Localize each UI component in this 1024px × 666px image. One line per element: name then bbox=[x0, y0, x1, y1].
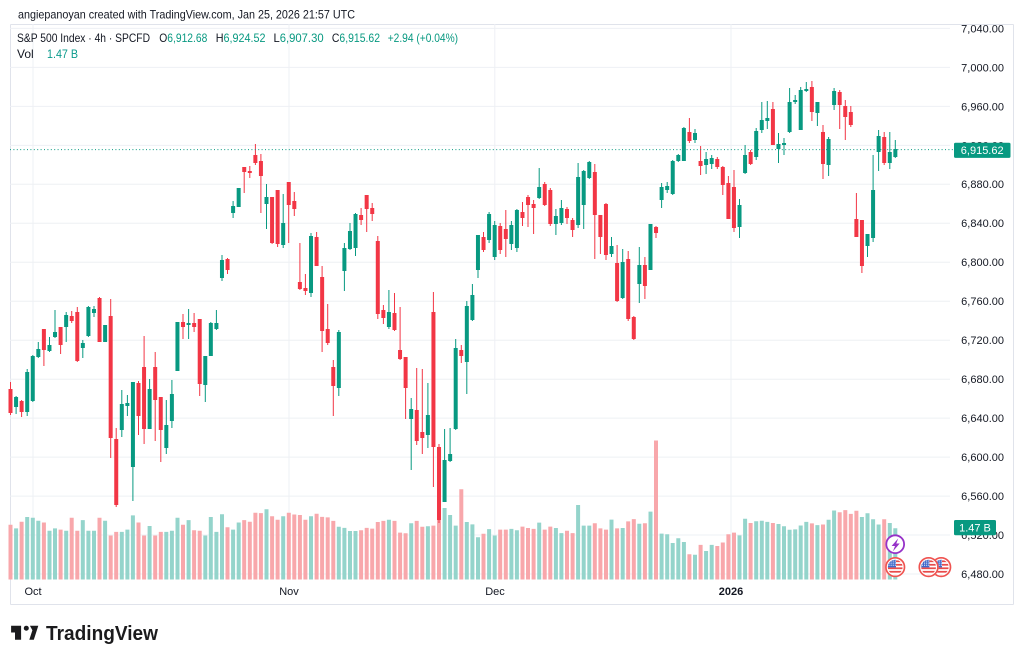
svg-text:TradingView: TradingView bbox=[46, 623, 158, 645]
svg-text:6,600.00: 6,600.00 bbox=[961, 452, 1004, 464]
svg-text:6,680.00: 6,680.00 bbox=[961, 374, 1004, 386]
svg-text:1.47 B: 1.47 B bbox=[959, 523, 991, 535]
svg-text:2026: 2026 bbox=[719, 586, 743, 598]
svg-text:H6,924.52: H6,924.52 bbox=[216, 31, 266, 45]
svg-text:6,760.00: 6,760.00 bbox=[961, 296, 1004, 308]
svg-text:+2.94 (+0.04%): +2.94 (+0.04%) bbox=[388, 31, 458, 45]
svg-text:6,800.00: 6,800.00 bbox=[961, 257, 1004, 269]
svg-text:L6,907.30: L6,907.30 bbox=[274, 31, 324, 45]
svg-text:Nov: Nov bbox=[279, 586, 299, 598]
svg-text:Dec: Dec bbox=[485, 586, 505, 598]
svg-text:6,840.00: 6,840.00 bbox=[961, 218, 1004, 230]
svg-text:6,960.00: 6,960.00 bbox=[961, 101, 1004, 113]
svg-text:Oct: Oct bbox=[24, 586, 41, 598]
svg-text:C6,915.62: C6,915.62 bbox=[332, 31, 380, 45]
svg-text:Vol: Vol bbox=[17, 47, 34, 61]
svg-text:S&P 500 Index · 4h · SPCFD: S&P 500 Index · 4h · SPCFD bbox=[17, 31, 150, 45]
svg-text:6,915.62: 6,915.62 bbox=[961, 145, 1004, 157]
svg-text:7,040.00: 7,040.00 bbox=[961, 23, 1004, 35]
svg-text:1.47 B: 1.47 B bbox=[47, 47, 78, 61]
svg-text:6,560.00: 6,560.00 bbox=[961, 491, 1004, 503]
svg-text:6,640.00: 6,640.00 bbox=[961, 413, 1004, 425]
svg-text:7,000.00: 7,000.00 bbox=[961, 62, 1004, 74]
svg-text:O6,912.68: O6,912.68 bbox=[159, 31, 207, 45]
svg-text:6,880.00: 6,880.00 bbox=[961, 179, 1004, 191]
svg-text:angiepanoyan created with Trad: angiepanoyan created with TradingView.co… bbox=[18, 8, 355, 22]
svg-text:6,720.00: 6,720.00 bbox=[961, 335, 1004, 347]
svg-text:6,480.00: 6,480.00 bbox=[961, 569, 1004, 581]
